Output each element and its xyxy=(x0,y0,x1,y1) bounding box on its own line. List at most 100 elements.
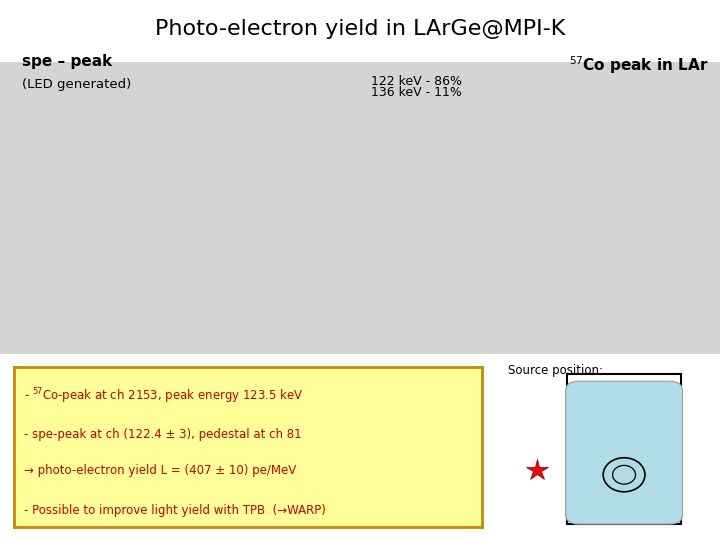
Bar xyxy=(175,328,176,338)
Bar xyxy=(549,119,551,338)
Bar xyxy=(290,336,291,338)
Bar xyxy=(630,298,631,338)
Bar xyxy=(561,144,562,338)
Bar xyxy=(415,295,417,338)
Bar xyxy=(402,310,404,338)
Bar xyxy=(117,313,118,338)
Bar xyxy=(257,335,258,338)
Bar xyxy=(408,305,410,338)
Bar xyxy=(480,149,482,338)
Bar xyxy=(147,323,148,338)
Bar xyxy=(151,324,152,338)
Bar xyxy=(316,336,318,338)
Bar xyxy=(135,320,136,338)
Bar xyxy=(234,334,235,338)
FancyBboxPatch shape xyxy=(567,374,681,524)
Bar xyxy=(614,272,616,338)
Bar xyxy=(310,336,311,338)
Bar xyxy=(202,332,204,338)
Bar xyxy=(210,333,211,338)
Bar xyxy=(544,106,545,338)
Bar xyxy=(607,258,608,338)
Bar xyxy=(302,336,303,338)
Bar xyxy=(692,335,693,338)
Bar xyxy=(469,177,470,338)
Bar xyxy=(433,266,434,338)
Bar xyxy=(387,323,388,338)
Bar xyxy=(126,316,127,338)
Bar xyxy=(443,244,444,338)
Bar xyxy=(565,154,567,338)
Bar xyxy=(246,335,248,338)
Bar xyxy=(499,109,500,338)
Bar xyxy=(176,328,177,338)
Bar xyxy=(621,286,623,338)
Bar xyxy=(534,93,535,338)
Bar xyxy=(82,197,84,338)
Bar xyxy=(606,256,607,338)
Bar xyxy=(513,90,515,338)
Bar xyxy=(161,326,162,338)
Bar xyxy=(428,274,430,338)
Bar xyxy=(118,314,120,338)
Bar xyxy=(634,304,636,338)
Bar xyxy=(512,96,513,338)
Bar xyxy=(320,336,322,338)
Text: hch1
Entries    1176340
Mean          2180
RMS            408
Constant  1388±2.6: hch1 Entries 1176340 Mean 2180 RMS 408 C… xyxy=(575,86,654,140)
Bar xyxy=(673,331,675,338)
Bar xyxy=(204,332,206,338)
Bar xyxy=(131,319,132,338)
Bar xyxy=(538,97,539,338)
Bar xyxy=(288,336,289,338)
Bar xyxy=(417,293,418,338)
Bar xyxy=(96,276,97,338)
Bar xyxy=(194,331,195,338)
Bar xyxy=(542,106,544,338)
Bar xyxy=(509,96,510,338)
Bar xyxy=(179,329,181,338)
Bar xyxy=(255,335,256,338)
Bar xyxy=(243,334,244,338)
Bar xyxy=(473,167,474,338)
Bar xyxy=(421,286,423,338)
Bar xyxy=(404,309,405,338)
Bar xyxy=(238,334,240,338)
Bar xyxy=(183,329,184,338)
Text: Source position:: Source position: xyxy=(508,364,603,377)
Bar xyxy=(558,133,559,338)
Bar xyxy=(231,334,232,338)
Bar xyxy=(184,329,185,338)
Bar xyxy=(477,153,479,338)
Bar xyxy=(134,319,135,338)
Bar xyxy=(150,323,151,338)
Bar xyxy=(559,140,561,338)
Bar xyxy=(166,327,168,338)
Bar xyxy=(391,321,392,338)
Bar xyxy=(516,92,518,338)
Bar xyxy=(584,204,585,338)
Bar xyxy=(427,276,428,338)
Bar xyxy=(479,153,480,338)
Bar xyxy=(405,308,407,338)
Bar xyxy=(633,301,634,338)
Bar xyxy=(228,334,229,338)
Bar xyxy=(311,336,312,338)
Bar xyxy=(462,197,463,338)
Bar xyxy=(521,92,522,338)
Bar xyxy=(66,184,67,338)
Bar xyxy=(552,126,554,338)
Bar xyxy=(682,333,683,338)
Bar xyxy=(568,158,570,338)
Bar xyxy=(436,260,437,338)
Bar xyxy=(582,198,584,338)
Bar xyxy=(523,91,525,338)
Bar xyxy=(394,319,395,338)
Bar xyxy=(482,146,483,338)
Bar xyxy=(554,128,555,338)
Bar xyxy=(74,170,76,338)
Bar xyxy=(449,230,450,338)
Bar xyxy=(693,335,695,338)
Bar xyxy=(519,90,521,338)
Bar xyxy=(264,335,265,338)
Bar xyxy=(298,336,299,338)
